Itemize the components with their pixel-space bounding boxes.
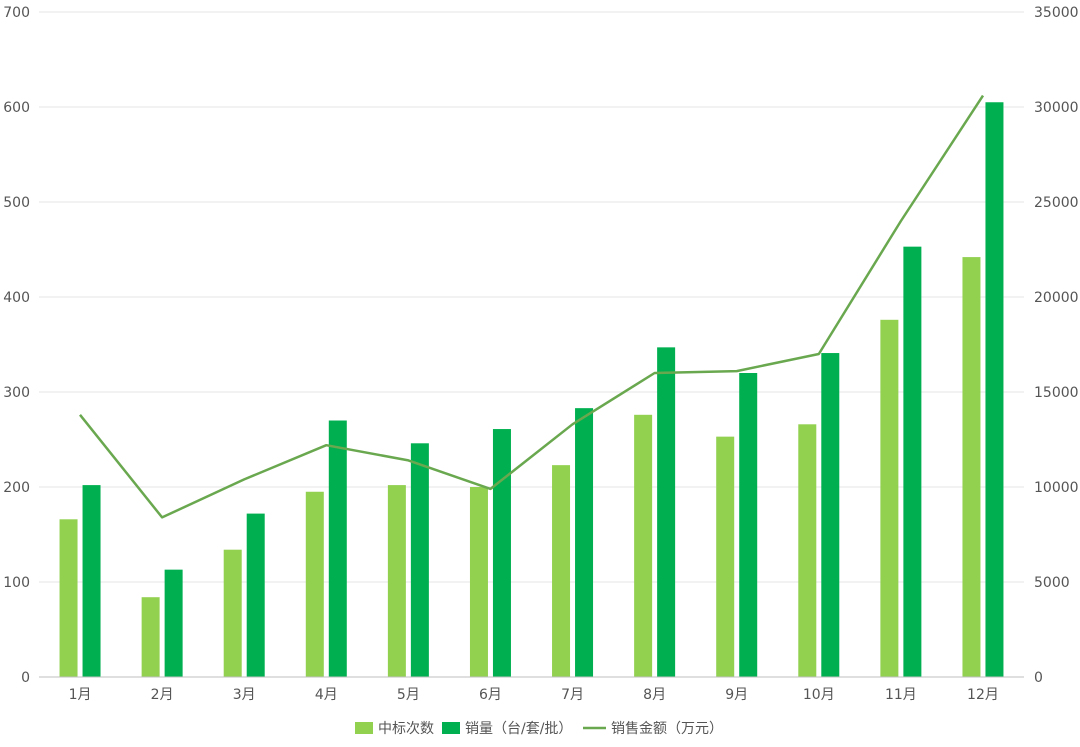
line-series <box>79 94 985 519</box>
y-right-tick-label: 0 <box>1034 670 1043 686</box>
bar-bids <box>962 257 981 677</box>
y-right-tick-label: 5000 <box>1034 575 1070 591</box>
y-right-tick-label: 10000 <box>1034 480 1079 496</box>
bar-sales <box>82 485 101 677</box>
y-left-tick-label: 200 <box>3 480 30 496</box>
x-tick-label: 11月 <box>885 687 917 703</box>
bar-sales <box>246 513 265 677</box>
y-right-tick-label: 15000 <box>1034 385 1079 401</box>
bar-sales <box>903 246 922 677</box>
x-tick-label: 9月 <box>725 687 748 703</box>
x-tick-label: 1月 <box>69 687 92 703</box>
y-axis-left: 0 100 200 300 400 500 600 700 <box>3 5 30 686</box>
legend-item-2[interactable]: 销售金额（万元） <box>583 721 723 737</box>
legend-swatch-1 <box>442 722 460 734</box>
y-axis-right: 0 5000 10000 15000 20000 25000 30000 35000 <box>1034 5 1079 686</box>
bar-bids <box>716 436 735 677</box>
x-tick-label: 5月 <box>397 687 420 703</box>
bar-sales <box>657 347 676 677</box>
y-left-tick-label: 300 <box>3 385 30 401</box>
y-right-tick-label: 35000 <box>1034 5 1079 21</box>
bar-sales <box>575 408 594 677</box>
y-right-tick-label: 30000 <box>1034 100 1079 116</box>
x-tick-label: 4月 <box>315 687 338 703</box>
legend-swatch-0 <box>355 722 373 734</box>
bar-bids <box>798 424 817 677</box>
bar-bids <box>305 491 324 677</box>
bar-sales <box>821 353 840 677</box>
line-sales-amount <box>79 94 985 519</box>
x-tick-label: 10月 <box>803 687 835 703</box>
bar-bids <box>387 485 406 677</box>
x-tick-label: 6月 <box>479 687 502 703</box>
y-left-tick-label: 100 <box>3 575 30 591</box>
bar-series <box>59 102 1004 677</box>
x-tick-label: 7月 <box>561 687 584 703</box>
bar-bids <box>59 519 78 677</box>
x-tick-label: 8月 <box>643 687 666 703</box>
bar-sales <box>739 373 758 677</box>
y-left-tick-label: 500 <box>3 195 30 211</box>
legend-label-2: 销售金额（万元） <box>611 721 723 737</box>
bar-bids <box>141 597 160 677</box>
x-tick-label: 12月 <box>967 687 999 703</box>
x-tick-label: 2月 <box>151 687 174 703</box>
legend-label-1: 销量（台/套/批） <box>465 721 572 737</box>
x-tick-label: 3月 <box>233 687 256 703</box>
bar-sales <box>164 569 183 677</box>
y-left-tick-label: 700 <box>3 5 30 21</box>
legend-item-1[interactable]: 销量（台/套/批） <box>442 721 572 737</box>
y-left-tick-label: 0 <box>21 670 30 686</box>
gridlines <box>39 11 1024 583</box>
bar-bids <box>223 549 242 677</box>
y-left-tick-label: 600 <box>3 100 30 116</box>
bar-bids <box>552 465 571 677</box>
y-left-tick-label: 400 <box>3 290 30 306</box>
bar-bids <box>634 414 653 677</box>
bar-sales <box>985 102 1004 677</box>
y-right-tick-label: 20000 <box>1034 290 1079 306</box>
bar-bids <box>880 319 899 677</box>
x-axis: 1月 2月 3月 4月 5月 6月 7月 8月 9月 10月 11月 12月 <box>39 676 1024 703</box>
legend: 中标次数 销量（台/套/批） 销售金额（万元） <box>355 721 723 737</box>
y-right-tick-label: 25000 <box>1034 195 1079 211</box>
bar-bids <box>469 487 488 677</box>
legend-label-0: 中标次数 <box>378 721 434 737</box>
legend-item-0[interactable]: 中标次数 <box>355 721 434 737</box>
bar-sales <box>410 443 429 677</box>
bar-sales <box>328 420 347 677</box>
bar-sales <box>492 429 511 677</box>
